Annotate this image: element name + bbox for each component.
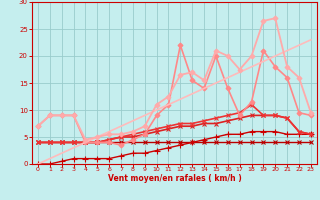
X-axis label: Vent moyen/en rafales ( km/h ): Vent moyen/en rafales ( km/h ) [108, 174, 241, 183]
